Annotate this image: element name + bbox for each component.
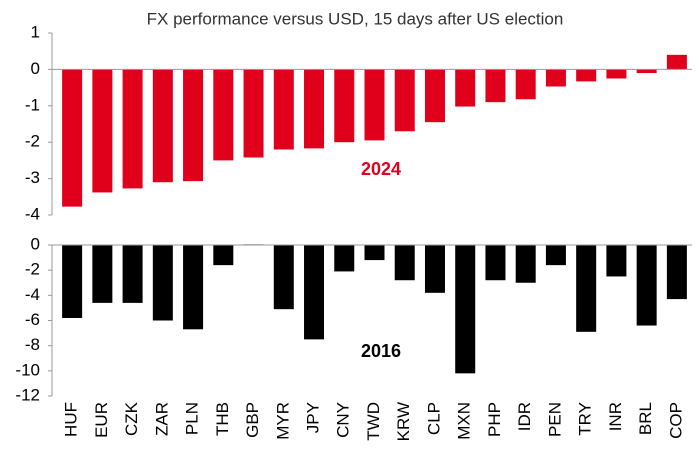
series-label: 2024 [361, 159, 401, 179]
chart-title: FX performance versus USD, 15 days after… [147, 9, 564, 28]
y-tick-label: -3 [25, 168, 40, 187]
y-tick-label: -4 [25, 285, 40, 304]
bar [62, 245, 83, 318]
x-tick-label: KRW [394, 402, 413, 441]
bar [485, 69, 506, 103]
x-tick-label: TWD [364, 402, 383, 441]
bar [334, 69, 355, 143]
bar [666, 54, 687, 70]
bar [92, 245, 113, 303]
y-tick-label: 1 [31, 22, 40, 41]
bar [636, 69, 657, 74]
bar [122, 245, 143, 303]
bar [213, 245, 234, 266]
bar [304, 69, 325, 149]
bar [576, 245, 597, 332]
x-tick-label: HUF [62, 402, 81, 437]
bar [183, 245, 204, 330]
y-tick-label: 0 [31, 59, 40, 78]
bar [152, 245, 173, 321]
x-tick-label: INR [606, 402, 625, 431]
x-tick-label: THB [213, 402, 232, 436]
bar [304, 245, 325, 340]
x-tick-label: JPY [304, 402, 323, 433]
x-tick-label: GBP [243, 402, 262, 438]
y-tick-label: -4 [25, 204, 40, 223]
x-tick-label: TRY [576, 402, 595, 436]
x-tick-label: MXN [455, 402, 474, 440]
bar [424, 69, 445, 123]
bar [606, 245, 627, 277]
bar [545, 69, 566, 87]
bar [455, 245, 476, 374]
bar [273, 69, 294, 150]
series-label: 2016 [361, 341, 401, 361]
bar [636, 245, 657, 326]
bar [273, 245, 294, 310]
bar [152, 69, 173, 183]
bar [243, 69, 264, 158]
y-tick-label: -2 [25, 132, 40, 151]
bar [424, 245, 445, 293]
bar [455, 69, 476, 107]
x-tick-label: MYR [273, 402, 292, 440]
bar [364, 69, 385, 141]
y-tick-label: -8 [25, 335, 40, 354]
x-tick-label: PHP [485, 402, 504, 437]
y-tick-label: -2 [25, 260, 40, 279]
y-tick-label: -6 [25, 310, 40, 329]
x-tick-label: PEN [545, 402, 564, 437]
bar [485, 245, 506, 281]
bar [515, 69, 536, 100]
y-tick-label: -12 [15, 385, 40, 404]
x-tick-label: EUR [92, 402, 111, 438]
bar [364, 245, 385, 261]
x-tick-label: CNY [334, 402, 353, 438]
x-tick-label: BRL [636, 402, 655, 435]
x-tick-label: PLN [183, 402, 202, 435]
y-tick-label: -1 [25, 95, 40, 114]
x-tick-label: CZK [122, 401, 141, 436]
x-tick-label: ZAR [152, 402, 171, 436]
bar [515, 245, 536, 283]
y-tick-label: -10 [15, 360, 40, 379]
bar [62, 69, 83, 207]
bar [334, 245, 355, 272]
bar [213, 69, 234, 161]
bar [394, 69, 415, 132]
bar [92, 69, 113, 193]
y-tick-label: 0 [31, 234, 40, 253]
bar [545, 245, 566, 266]
x-tick-label: CLP [424, 402, 443, 435]
bar [122, 69, 143, 189]
x-tick-label: IDR [515, 402, 534, 431]
bar [183, 69, 204, 182]
bar [576, 69, 597, 82]
bar [606, 69, 627, 79]
x-tick-label: COP [666, 402, 685, 439]
bar [666, 245, 687, 300]
bar [394, 245, 415, 281]
